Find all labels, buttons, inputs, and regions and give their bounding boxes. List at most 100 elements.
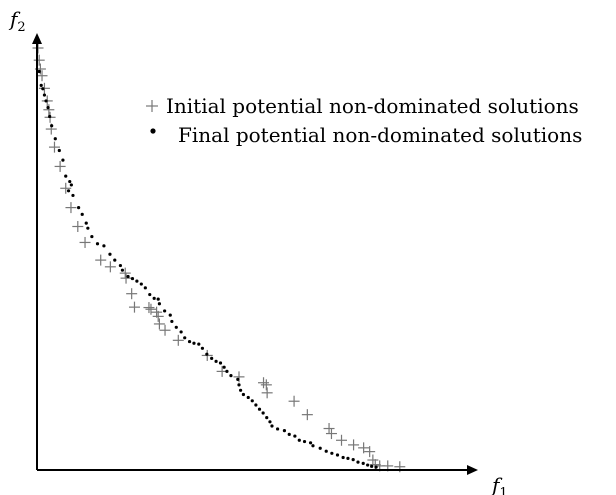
final-solution-point (356, 460, 360, 464)
final-solution-point (170, 319, 174, 324)
final-solution-point (239, 388, 243, 392)
initial-solution-point (145, 303, 157, 315)
initial-solution-point (364, 446, 376, 458)
final-solution-point (311, 444, 315, 448)
final-solution-point (152, 296, 156, 300)
x-axis-arrow (467, 465, 478, 475)
x-axis-label: f1 (490, 473, 508, 495)
final-series (37, 69, 378, 469)
final-solution-point (346, 456, 350, 460)
final-solution-point (139, 282, 143, 286)
final-solution-point (183, 336, 187, 340)
final-solution-point (197, 342, 201, 346)
initial-solution-point (126, 288, 138, 300)
final-solution-point (257, 407, 262, 411)
initial-solution-point (367, 454, 379, 466)
final-solution-point (302, 439, 307, 444)
initial-solution-point (325, 428, 337, 440)
final-solution-point (86, 226, 90, 230)
initial-solution-point (72, 221, 84, 232)
final-solution-point (68, 179, 72, 184)
legend-label-final: Final potential non-dominated solutions (178, 123, 582, 147)
final-solution-point (241, 392, 246, 397)
final-solution-point (108, 252, 112, 256)
final-solution-point (69, 183, 73, 187)
initial-solution-point (336, 434, 348, 446)
final-solution-point (229, 374, 233, 378)
final-solution-point (330, 451, 334, 455)
final-solution-point (48, 114, 52, 119)
final-solution-point (335, 453, 340, 457)
final-solution-point (205, 352, 209, 356)
final-solution-point (270, 424, 274, 428)
initial-solution-point (95, 254, 107, 266)
initial-solution-point (143, 302, 155, 314)
initial-solution-point (153, 318, 165, 330)
final-solution-point (261, 411, 265, 415)
final-solution-point (37, 69, 41, 74)
final-solution-point (254, 403, 258, 407)
final-solution-point (250, 399, 254, 403)
final-solution-point (61, 158, 65, 162)
final-solution-point (95, 242, 100, 246)
final-solution-point (268, 420, 272, 424)
final-solution-point (293, 434, 297, 438)
initial-solution-point (159, 324, 171, 336)
final-solution-point (66, 189, 71, 193)
final-solution-point (44, 99, 48, 103)
final-solution-point (174, 325, 178, 329)
final-solution-point (148, 292, 152, 297)
initial-solution-point (348, 439, 360, 451)
final-solution-point (237, 383, 241, 387)
final-solution-point (130, 276, 135, 281)
legend: Initial potential non-dominated solution… (146, 94, 582, 147)
initial-solution-point (233, 371, 245, 383)
final-solution-point (287, 432, 291, 436)
x-axis-sub: 1 (499, 486, 507, 495)
final-solution-point (71, 193, 75, 198)
final-solution-point (80, 212, 84, 216)
final-solution-point (275, 427, 280, 431)
initial-solution-point (79, 236, 91, 248)
initial-solution-point (104, 261, 116, 273)
initial-solution-point (38, 82, 50, 94)
final-solution-point (222, 365, 226, 369)
final-solution-point (39, 83, 43, 87)
final-solution-point (163, 309, 167, 313)
initial-solution-point (172, 334, 184, 346)
final-solution-point (102, 244, 106, 248)
final-solution-point (366, 463, 370, 467)
final-solution-point (57, 148, 61, 153)
final-solution-point (42, 93, 47, 97)
final-solution-point (53, 137, 57, 141)
initial-solution-point (288, 395, 300, 407)
final-solution-point (120, 268, 125, 272)
initial-solution-point (43, 104, 55, 116)
initial-solution-point (60, 182, 72, 194)
final-solution-point (210, 356, 214, 360)
final-solution-point (361, 461, 365, 465)
final-solution-point (351, 458, 355, 462)
final-solution-point (64, 174, 68, 178)
initial-solution-point (323, 423, 335, 435)
y-axis-label: f2 (8, 7, 26, 35)
final-solution-point (225, 369, 229, 373)
final-solution-point (118, 263, 123, 268)
final-solution-point (297, 438, 301, 442)
final-solution-point (246, 395, 250, 400)
initial-solution-point (48, 141, 60, 153)
final-solution-point (126, 274, 130, 279)
final-solution-point (50, 124, 54, 128)
final-solution-point (113, 258, 117, 262)
initial-solution-point (120, 272, 132, 284)
final-solution-point (324, 449, 328, 453)
final-solution-point (187, 339, 192, 344)
final-solution-point (84, 221, 88, 225)
y-axis-sub: 2 (17, 20, 25, 35)
final-solution-point (157, 302, 162, 306)
initial-solution-point (301, 409, 313, 421)
final-solution-point (135, 279, 139, 283)
initial-solution-point (152, 310, 164, 322)
final-solution-point (143, 286, 147, 290)
